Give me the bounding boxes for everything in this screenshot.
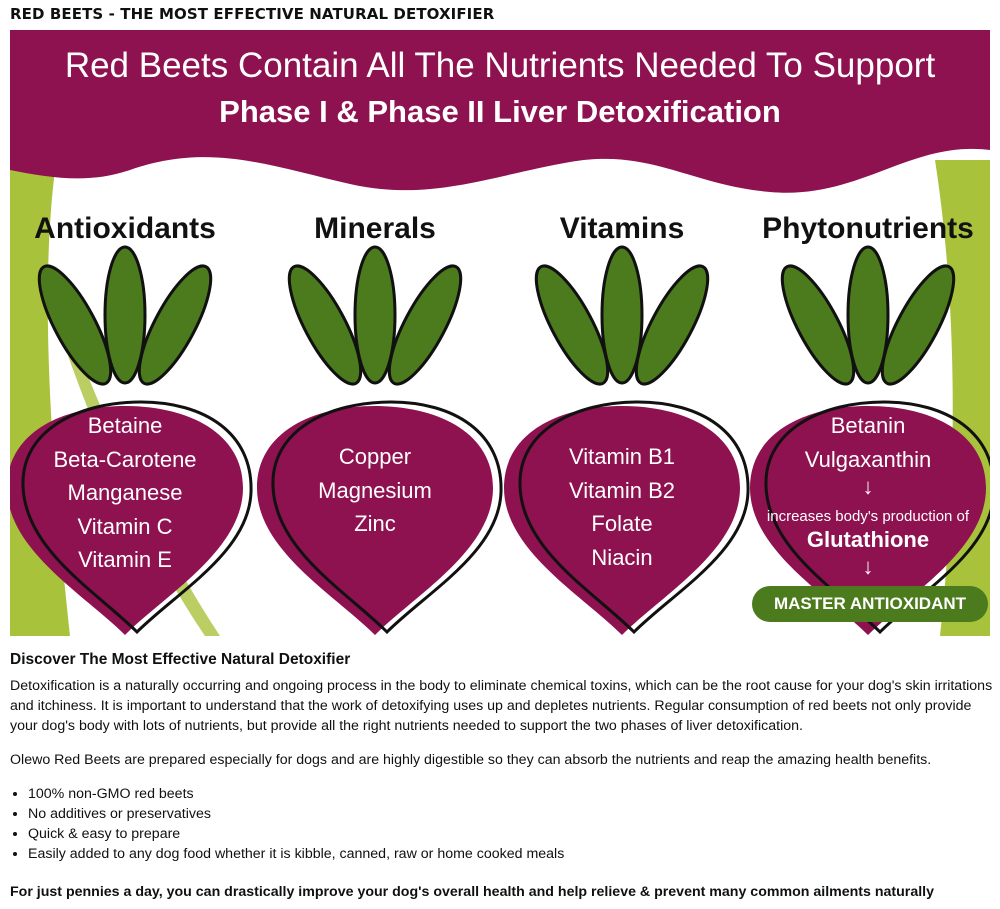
master-antioxidant-badge: MASTER ANTIOXIDANT: [752, 586, 988, 622]
nutrient-item: Betaine: [87, 413, 163, 438]
vitamin-list: Vitamin B1 Vitamin B2 Folate Niacin: [507, 440, 737, 574]
list-item: Quick & easy to prepare: [28, 824, 995, 844]
nutrient-item: Vitamin C: [77, 513, 173, 539]
increases-text: increases body's production of: [766, 508, 970, 525]
infographic-banner: Red Beets Contain All The Nutrients Need…: [10, 30, 990, 636]
nutrient-item: Magnesium: [318, 477, 432, 503]
nutrient-item: Vitamin E: [78, 547, 172, 572]
list-item: 100% non-GMO red beets: [28, 784, 995, 804]
nutrient-item: Manganese: [67, 480, 183, 505]
banner-subheadline: Phase I & Phase II Liver Detoxification: [219, 94, 781, 129]
description-paragraph: Olewo Red Beets are prepared especially …: [10, 752, 932, 768]
nutrient-item: Beta-Carotene: [53, 446, 197, 472]
category-phytonutrients: Phytonutrients: [762, 212, 974, 245]
arrow-down-icon: ↓: [862, 474, 874, 499]
glutathione-label: Glutathione: [806, 527, 930, 552]
nutrient-item: Vitamin B1: [569, 444, 675, 469]
list-item: No additives or preservatives: [28, 804, 995, 824]
category-antioxidants: Antioxidants: [34, 212, 216, 245]
list-item: Easily added to any dog food whether it …: [28, 844, 995, 864]
nutrient-item: Vulgaxanthin: [804, 446, 932, 472]
banner-graphic: [10, 30, 990, 636]
description-paragraph: Detoxification is a naturally occurring …: [10, 678, 993, 734]
phytonutrient-list: Betanin Vulgaxanthin: [753, 409, 983, 476]
nutrient-item: Niacin: [591, 544, 653, 570]
feature-list: 100% non-GMO red beets No additives or p…: [10, 784, 995, 864]
category-vitamins: Vitamins: [559, 212, 685, 245]
category-minerals: Minerals: [314, 212, 436, 245]
page-title: RED BEETS - THE MOST EFFECTIVE NATURAL D…: [10, 5, 495, 23]
section-heading: Discover The Most Effective Natural Deto…: [10, 651, 351, 668]
nutrient-item: Betanin: [830, 413, 906, 438]
nutrient-item: Folate: [591, 511, 653, 536]
closing-statement: For just pennies a day, you can drastica…: [10, 884, 934, 900]
header-wave: [10, 30, 990, 193]
nutrient-item: Zinc: [354, 511, 396, 536]
antioxidant-list: Betaine Beta-Carotene Manganese Vitamin …: [10, 409, 240, 577]
arrow-down-icon: ↓: [862, 554, 874, 579]
nutrient-item: Copper: [338, 444, 412, 469]
nutrient-item: Vitamin B2: [569, 477, 675, 503]
mineral-list: Copper Magnesium Zinc: [260, 440, 490, 541]
product-description: Discover The Most Effective Natural Deto…: [10, 650, 995, 902]
banner-headline: Red Beets Contain All The Nutrients Need…: [64, 46, 936, 85]
